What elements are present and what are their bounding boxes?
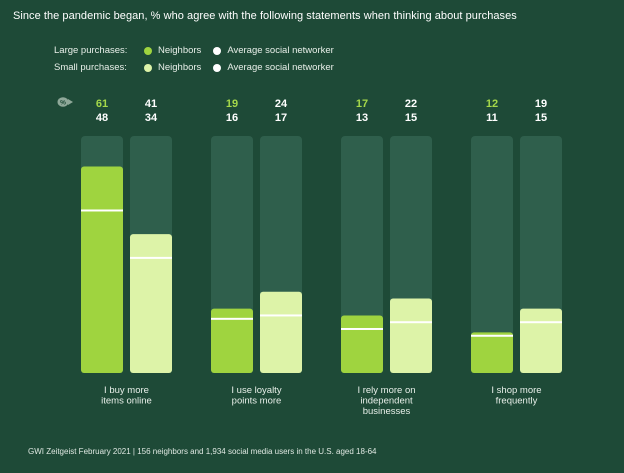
marker-neighbors-small (81, 209, 123, 212)
data-label-average-large: 24 (275, 98, 288, 110)
svg-text:%: % (60, 99, 66, 106)
data-label-neighbors-large: 12 (486, 98, 498, 110)
bar-neighbors-large (471, 332, 513, 373)
category-label: businesses (363, 406, 411, 417)
legend-small-label: Small purchases: (54, 62, 127, 73)
data-label-neighbors-small: 16 (226, 112, 238, 124)
marker-neighbors-small (211, 317, 253, 320)
data-label-average-small: 15 (535, 112, 547, 124)
data-label-neighbors-small: 48 (96, 112, 108, 124)
data-label-neighbors-large: 61 (96, 98, 108, 110)
data-label-average-small: 34 (145, 112, 158, 124)
category-label: items online (101, 396, 152, 407)
marker-average-small (130, 256, 172, 259)
neighbors-light-dot-icon (144, 63, 152, 72)
bar-average-large (520, 308, 562, 373)
marker-average-small (390, 321, 432, 324)
bar-average-large (390, 298, 432, 373)
legend-large-average-label: Average social networker (227, 45, 334, 56)
data-label-average-large: 22 (405, 98, 417, 110)
data-label-average-small: 17 (275, 112, 287, 124)
category-label: points more (232, 396, 282, 407)
legend-large-average: Average social networker (213, 45, 334, 56)
category-label: I rely more on (357, 385, 415, 396)
legend-small-average: Average social networker (213, 62, 334, 73)
bar-average-large (130, 234, 172, 373)
data-label-neighbors-small: 11 (486, 112, 498, 124)
bar-neighbors-large (81, 166, 123, 373)
bar-average-large (260, 291, 302, 373)
legend-large-purchases: Large purchases: Neighbors Average socia… (54, 45, 346, 56)
data-label-neighbors-small: 13 (356, 112, 368, 124)
category-label: frequently (496, 396, 538, 407)
legend-large-neighbors-label: Neighbors (158, 45, 202, 56)
chart-title: Since the pandemic began, % who agree wi… (13, 10, 517, 22)
bar-track (341, 136, 383, 373)
data-label-average-large: 41 (145, 98, 157, 110)
category-label: I shop more (491, 385, 541, 396)
marker-average-small (520, 321, 562, 324)
category-label: independent (360, 396, 413, 407)
data-label-neighbors-large: 19 (226, 98, 238, 110)
legend-small-average-label: Average social networker (227, 62, 334, 73)
data-label-average-small: 15 (405, 112, 417, 124)
bar-track (471, 136, 513, 373)
data-label-neighbors-large: 17 (356, 98, 368, 110)
average-light-dot-icon (213, 63, 222, 72)
average-dot-icon (213, 46, 222, 55)
marker-neighbors-small (341, 327, 383, 330)
data-label-average-large: 19 (535, 98, 547, 110)
category-label: I buy more (104, 385, 149, 396)
neighbors-dot-icon (144, 46, 152, 55)
legend-large-label: Large purchases: (54, 45, 128, 56)
legend-small-neighbors-label: Neighbors (158, 62, 202, 73)
footer-source: GWI Zeitgeist February 2021 | 156 neighb… (28, 447, 377, 456)
legend-small-purchases: Small purchases: Neighbors Average socia… (54, 62, 346, 73)
percent-icon: % (57, 97, 73, 107)
legend-small-neighbors: Neighbors (144, 62, 201, 73)
bar-neighbors-large (211, 308, 253, 373)
marker-neighbors-small (471, 334, 513, 337)
category-label: I use loyalty (231, 385, 281, 396)
marker-average-small (260, 314, 302, 317)
legend-large-neighbors: Neighbors (144, 45, 201, 56)
bar-neighbors-large (341, 315, 383, 373)
